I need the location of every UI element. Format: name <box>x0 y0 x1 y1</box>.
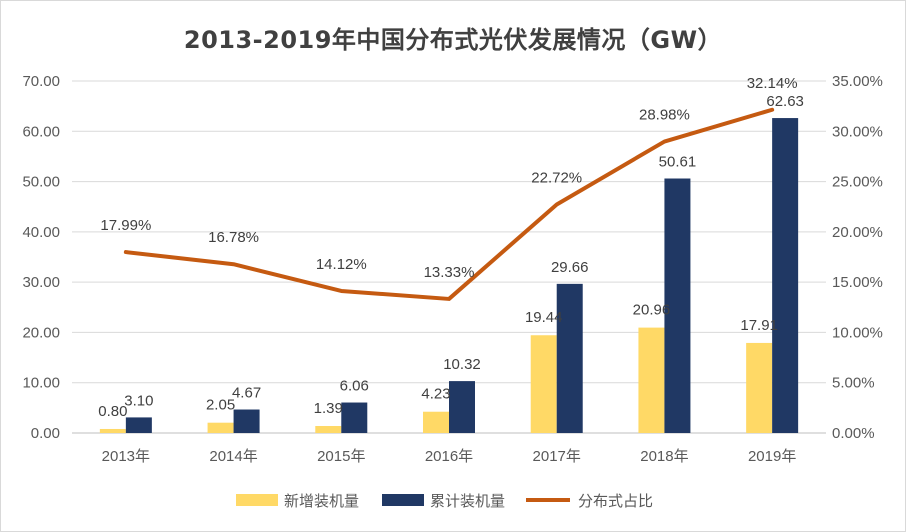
data-label-new: 1.39 <box>314 400 343 417</box>
bar-cumulative-capacity <box>556 283 583 433</box>
bars <box>99 118 799 433</box>
right-tick-label: 5.00% <box>832 375 875 392</box>
chart-title: 2013-2019年中国分布式光伏发展情况（GW） <box>183 26 723 54</box>
data-labels: 0.803.10 2.054.67 1.39 6.06 4.23 10.32 19.44 29… <box>98 75 804 420</box>
right-tick-label: 25.00% <box>832 174 883 191</box>
data-label-cumulative: 62.63 <box>766 93 804 110</box>
share-line <box>123 107 775 301</box>
data-label-cumulative: 29.66 <box>551 259 589 276</box>
legend-label-share: 分布式占比 <box>578 492 653 510</box>
bar-new-capacity <box>207 422 234 433</box>
right-tick-label: 30.00% <box>832 123 883 140</box>
data-label-new: 20.96 <box>633 302 671 319</box>
right-tick-label: 15.00% <box>832 274 883 291</box>
data-label-cumulative: 3.10 <box>124 392 153 409</box>
left-axis: 0.00 10.00 20.00 30.00 40.00 50.00 60.00 70.00 <box>22 73 60 442</box>
legend-label-new: 新增装机量 <box>284 492 359 510</box>
x-axis: 2013年 2014年 2015年 2016年 2017年 2018年 2019年 <box>102 448 797 465</box>
data-label-cumulative: 6.06 <box>340 378 369 395</box>
right-tick-label: 20.00% <box>832 224 883 241</box>
data-label-new: 0.80 <box>98 403 127 420</box>
right-tick-label: 0.00% <box>832 425 875 442</box>
left-tick-label: 10.00 <box>22 375 60 392</box>
legend-label-cumulative: 累计装机量 <box>430 492 505 510</box>
x-tick-label: 2018年 <box>640 448 688 465</box>
legend-swatch-cumulative <box>382 494 424 506</box>
left-tick-label: 0.00 <box>31 425 60 442</box>
data-label-cumulative: 4.67 <box>232 385 261 402</box>
data-label-share: 28.98% <box>639 107 690 124</box>
left-tick-label: 70.00 <box>22 73 60 90</box>
bar-cumulative-capacity <box>341 402 368 433</box>
data-label-share: 16.78% <box>208 229 259 246</box>
x-tick-label: 2014年 <box>209 448 257 465</box>
x-tick-label: 2015年 <box>317 448 365 465</box>
bar-new-capacity <box>423 411 449 433</box>
legend-swatch-new <box>236 494 278 506</box>
bar-new-capacity <box>530 335 557 433</box>
left-tick-label: 20.00 <box>22 324 60 341</box>
gridlines <box>72 80 826 434</box>
data-label-share: 13.33% <box>424 264 475 281</box>
data-label-share: 22.72% <box>531 170 582 187</box>
x-tick-label: 2017年 <box>533 448 581 465</box>
x-tick-label: 2013年 <box>102 448 150 465</box>
bar-new-capacity <box>315 426 342 433</box>
bar-cumulative-capacity <box>125 417 152 433</box>
bar-cumulative-capacity <box>449 381 475 433</box>
bar-new-capacity <box>99 428 126 433</box>
left-tick-label: 40.00 <box>22 224 60 241</box>
right-axis: 0.00% 5.00% 10.00% 15.00% 20.00% 25.00% 30.00%… <box>832 73 883 442</box>
data-label-share: 17.99% <box>100 217 151 234</box>
x-tick-label: 2016年 <box>425 448 473 465</box>
data-label-share: 14.12% <box>316 256 367 273</box>
bar-cumulative-capacity <box>772 118 799 433</box>
data-label-new: 17.91 <box>740 317 778 334</box>
left-tick-label: 50.00 <box>22 174 60 191</box>
left-tick-label: 60.00 <box>22 123 60 140</box>
share-line-path <box>123 107 775 301</box>
right-tick-label: 10.00% <box>832 324 883 341</box>
data-label-cumulative: 10.32 <box>443 356 481 373</box>
bar-cumulative-capacity <box>664 178 691 433</box>
bar-new-capacity <box>746 342 773 433</box>
legend: 新增装机量 累计装机量 分布式占比 <box>236 492 653 510</box>
x-tick-label: 2019年 <box>748 448 796 465</box>
right-tick-label: 35.00% <box>832 73 883 90</box>
data-label-new: 2.05 <box>206 397 235 414</box>
data-label-new: 19.44 <box>525 309 563 326</box>
data-label-cumulative: 50.61 <box>659 154 697 171</box>
left-tick-label: 30.00 <box>22 274 60 291</box>
bar-cumulative-capacity <box>233 409 260 433</box>
bar-new-capacity <box>638 327 665 433</box>
data-label-new: 4.23 <box>421 386 450 403</box>
data-label-share: 32.14% <box>747 75 798 92</box>
